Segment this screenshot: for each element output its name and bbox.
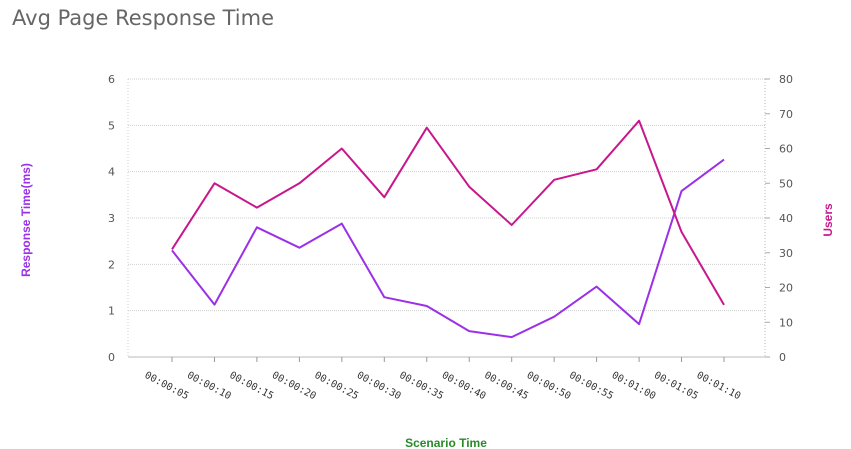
y2-tick-label: 0 xyxy=(779,351,786,364)
x-tick-label: 00:00:35 xyxy=(397,370,445,402)
y-tick-label: 0 xyxy=(108,351,115,364)
y2-tick-label: 80 xyxy=(779,73,793,86)
y-tick-label: 3 xyxy=(108,212,115,225)
x-tick-label: 00:01:05 xyxy=(652,370,700,402)
y2-tick-label: 20 xyxy=(779,282,793,295)
y2-tick-label: 60 xyxy=(779,143,793,156)
y2-tick-label: 10 xyxy=(779,316,793,329)
x-axis-title: Scenario Time xyxy=(405,436,487,449)
x-tick-label: 00:00:15 xyxy=(228,370,276,402)
x-tick-label: 00:00:45 xyxy=(482,370,530,402)
y-tick-label: 4 xyxy=(108,166,115,179)
x-tick-label: 00:00:50 xyxy=(525,370,573,402)
right-y-axis: 0 10 20 30 40 50 60 70 80 xyxy=(764,73,793,364)
y2-tick-label: 50 xyxy=(779,177,793,190)
left-y-axis: 0 1 2 3 4 5 6 xyxy=(108,73,129,364)
y2-axis-title: Users xyxy=(821,203,835,237)
x-tick-label: 00:00:05 xyxy=(143,370,191,402)
y-tick-label: 2 xyxy=(108,258,115,271)
x-tick-label: 00:00:20 xyxy=(270,370,318,402)
grid-lines xyxy=(128,78,765,358)
x-tick-label: 00:00:55 xyxy=(567,370,615,402)
series-line xyxy=(171,119,725,306)
x-tick-label: 00:00:25 xyxy=(312,370,360,402)
chart-title: Avg Page Response Time xyxy=(12,6,275,30)
x-tick-label: 00:00:40 xyxy=(440,370,488,402)
y2-tick-label: 70 xyxy=(779,108,793,121)
x-tick-label: 00:00:10 xyxy=(185,370,233,402)
y-axis-title: Response Time(ms) xyxy=(19,163,33,277)
y-tick-label: 6 xyxy=(108,73,115,86)
x-axis: 00:00:0500:00:1000:00:1500:00:2000:00:25… xyxy=(143,357,743,402)
y-tick-label: 1 xyxy=(108,305,115,318)
x-tick-label: 00:01:10 xyxy=(695,370,743,402)
x-tick-label: 00:00:30 xyxy=(355,370,403,402)
y2-tick-label: 40 xyxy=(779,212,793,225)
y-tick-label: 5 xyxy=(108,119,115,132)
x-tick-label: 00:01:00 xyxy=(610,370,658,402)
series-line xyxy=(171,158,725,339)
series-lines xyxy=(171,119,725,339)
y2-tick-label: 30 xyxy=(779,247,793,260)
